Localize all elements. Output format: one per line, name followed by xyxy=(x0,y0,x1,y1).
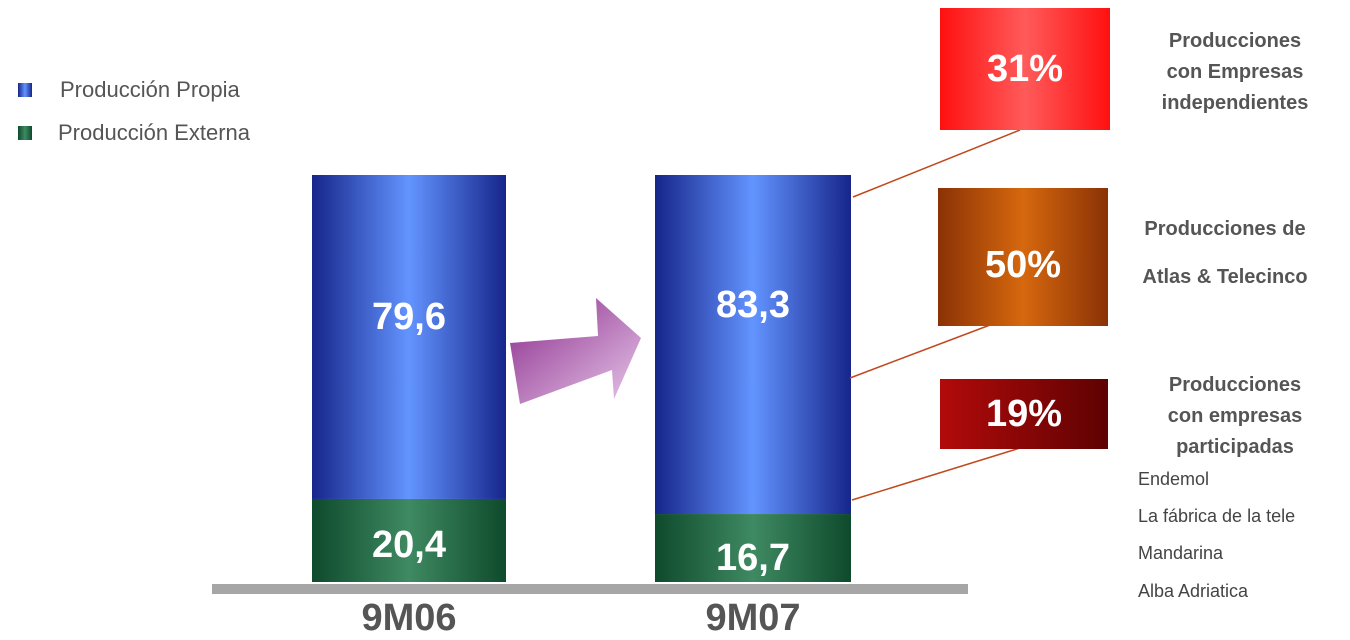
breakdown-title-line: independientes xyxy=(1161,92,1309,114)
legend-label-propia: Producción Propia xyxy=(60,77,240,102)
company-item: La fábrica de la tele xyxy=(1138,506,1296,526)
connector-line-50 xyxy=(849,324,991,379)
legend-label-externa: Producción Externa xyxy=(58,120,250,145)
bar-9m07-propia xyxy=(655,175,851,515)
breakdown-title-independientes: Producciones con Empresas independientes xyxy=(1128,26,1342,119)
bar-9m06-externa xyxy=(312,498,506,582)
connector-line-31 xyxy=(852,129,1021,198)
breakdown-title-participadas: Producciones con empresas participadas xyxy=(1128,370,1342,463)
category-label-9m06: 9M06 xyxy=(361,597,457,639)
bar-9m07-externa xyxy=(655,514,851,582)
breakdown-title-line: con Empresas xyxy=(1166,61,1304,83)
connector-line-19 xyxy=(851,447,1021,501)
bar-label-9m06-externa: 20,4 xyxy=(372,524,446,566)
breakdown-box-19 xyxy=(940,379,1108,449)
bar-9m06-propia xyxy=(312,175,506,499)
breakdown-title-line: participadas xyxy=(1176,436,1294,458)
company-item: Mandarina xyxy=(1138,543,1224,563)
breakdown-title-line: Producciones xyxy=(1168,30,1302,52)
breakdown-box-31 xyxy=(940,8,1110,130)
breakdown-title-line: Producciones de xyxy=(1144,218,1306,240)
legend-item-propia: Producción Propia xyxy=(18,77,240,103)
legend-swatch-externa-icon xyxy=(18,126,32,140)
breakdown-percent-31: 31% xyxy=(986,47,1064,90)
breakdown-title-line: Atlas & Telecinco xyxy=(1142,266,1308,288)
legend-swatch-propia-icon xyxy=(18,83,32,97)
breakdown-box-50 xyxy=(938,188,1108,326)
breakdown-title-line: con empresas xyxy=(1167,405,1303,427)
category-label-9m07: 9M07 xyxy=(705,597,801,639)
breakdown-percent-19: 19% xyxy=(985,392,1063,435)
bar-label-9m06-propia: 79,6 xyxy=(372,296,446,338)
bar-label-9m07-propia: 83,3 xyxy=(716,284,790,326)
baseline-platform xyxy=(212,584,968,594)
bar-label-9m07-externa: 16,7 xyxy=(716,537,790,579)
company-item: Alba Adriatica xyxy=(1138,581,1249,601)
company-item: Endemol xyxy=(1138,469,1210,489)
breakdown-percent-50: 50% xyxy=(984,243,1062,286)
connector-lines xyxy=(849,129,1021,501)
breakdown-title-atlas-telecinco: Producciones de Atlas & Telecinco xyxy=(1110,205,1340,301)
growth-arrow xyxy=(510,298,641,404)
legend-item-externa: Producción Externa xyxy=(18,120,250,146)
breakdown-title-line: Producciones xyxy=(1168,374,1302,396)
